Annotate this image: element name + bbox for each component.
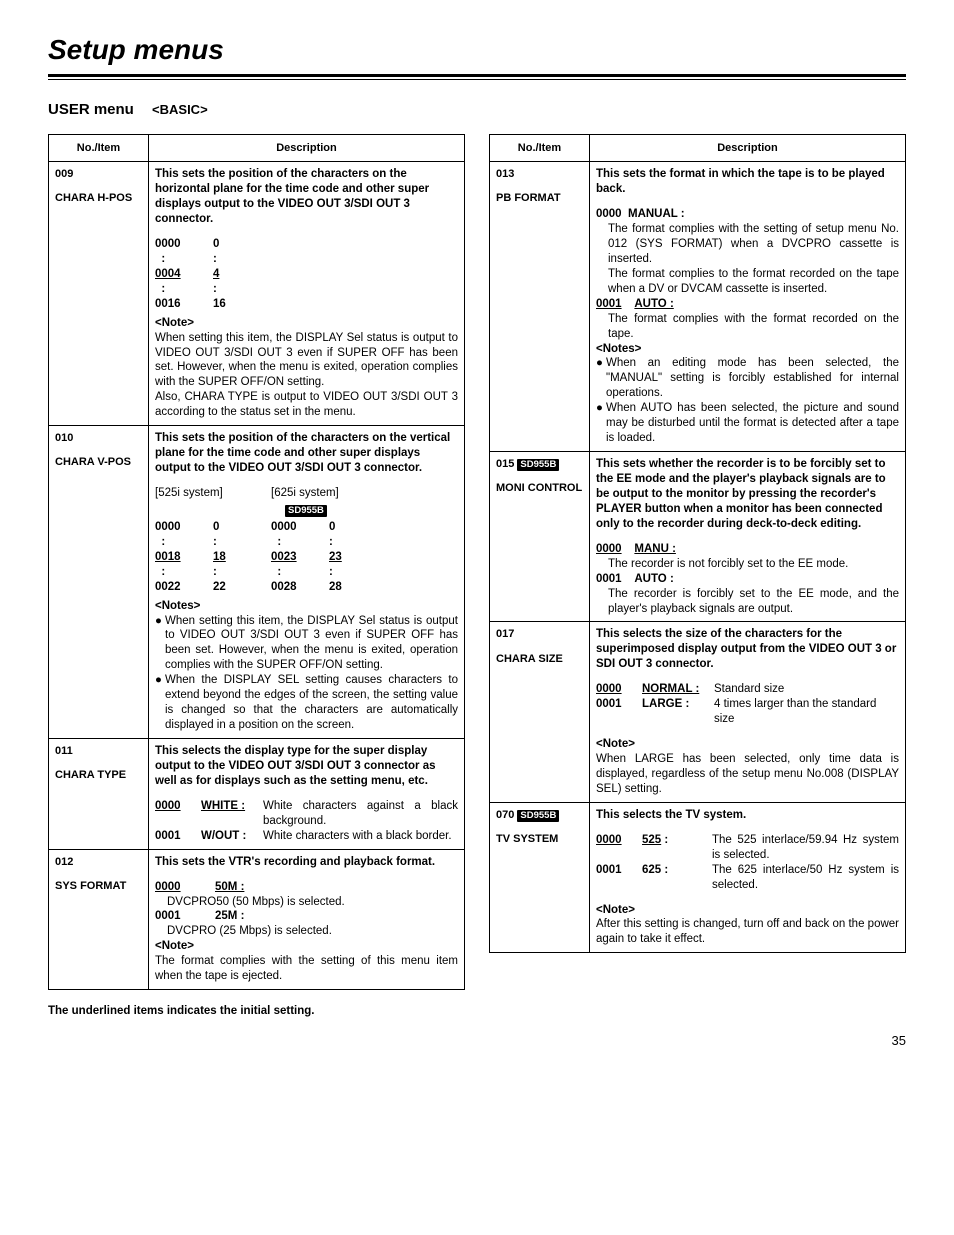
note-text: When LARGE has been selected, only time … <box>596 752 899 797</box>
page-title: Setup menus <box>48 32 906 68</box>
value-table: 00000 :: 00044 :: 001616 <box>155 237 458 312</box>
note-text: When setting this item, the DISPLAY Sel … <box>155 331 458 421</box>
item-num: 013 <box>496 167 583 181</box>
sd955b-tag: SD955B <box>517 810 559 822</box>
option: 0000525 :The 525 interlace/59.94 Hz syst… <box>596 833 899 863</box>
note-header: <Note> <box>155 316 458 331</box>
left-table: No./Item Description 009 CHARA H-POS Thi… <box>48 134 465 990</box>
section-heading-text: USER menu <box>48 101 134 118</box>
intro: This sets the format in which the tape i… <box>596 167 899 197</box>
intro: This selects the display type for the su… <box>155 744 458 789</box>
option-desc: DVCPRO (25 Mbps) is selected. <box>167 924 458 939</box>
sys-right: [625i system] <box>271 486 339 501</box>
item-cell: 010 CHARA V-POS <box>49 426 149 739</box>
desc-cell: This sets the position of the characters… <box>149 426 465 739</box>
item-num: 011 <box>55 744 142 758</box>
intro: This sets whether the recorder is to be … <box>596 457 899 532</box>
option-desc: DVCPRO50 (50 Mbps) is selected. <box>167 895 458 910</box>
item-cell: 011 CHARA TYPE <box>49 739 149 850</box>
option: 0001LARGE :4 times larger than the stand… <box>596 697 899 727</box>
desc-cell: This selects the TV system. 0000525 :The… <box>590 802 906 953</box>
left-column: No./Item Description 009 CHARA H-POS Thi… <box>48 134 465 1019</box>
sd955b-tag: SD955B <box>517 459 559 471</box>
table-row: 070 SD955B TV SYSTEM This selects the TV… <box>490 802 906 953</box>
table-row: 009 CHARA H-POS This sets the position o… <box>49 162 465 426</box>
bullet: ●When AUTO has been selected, the pictur… <box>596 401 899 446</box>
item-cell: 013 PB FORMAT <box>490 162 590 452</box>
columns: No./Item Description 009 CHARA H-POS Thi… <box>48 134 906 1019</box>
desc-cell: This selects the size of the characters … <box>590 622 906 802</box>
item-cell: 009 CHARA H-POS <box>49 162 149 426</box>
note-header: <Notes> <box>155 599 458 614</box>
desc-cell: This sets whether the recorder is to be … <box>590 452 906 622</box>
option-desc: The recorder is not forcibly set to the … <box>608 557 899 572</box>
option-desc: The format complies with the setting of … <box>608 222 899 267</box>
table-row: 012 SYS FORMAT This sets the VTR's recor… <box>49 849 465 990</box>
header-item: No./Item <box>490 134 590 161</box>
sys-left: [525i system] <box>155 486 271 501</box>
item-name: CHARA V-POS <box>55 455 142 469</box>
item-name: CHARA SIZE <box>496 652 583 666</box>
table-row: 013 PB FORMAT This sets the format in wh… <box>490 162 906 452</box>
header-desc: Description <box>590 134 906 161</box>
bullet: ●When setting this item, the DISPLAY Sel… <box>155 614 458 674</box>
item-num: 070 SD955B <box>496 808 583 822</box>
option: 0000WHITE :White characters against a bl… <box>155 799 458 829</box>
note-text: After this setting is changed, turn off … <box>596 917 899 947</box>
right-table: No./Item Description 013 PB FORMAT This … <box>489 134 906 953</box>
item-name: TV SYSTEM <box>496 832 583 846</box>
option: 0000NORMAL :Standard size <box>596 682 899 697</box>
table-row: 017 CHARA SIZE This selects the size of … <box>490 622 906 802</box>
desc-cell: This sets the VTR's recording and playba… <box>149 849 465 990</box>
option-desc: The recorder is forcibly set to the EE m… <box>608 587 899 617</box>
option: 0001625 :The 625 interlace/50 Hz system … <box>596 863 899 893</box>
note-header: <Note> <box>596 737 899 752</box>
item-name: CHARA TYPE <box>55 768 142 782</box>
intro: This sets the VTR's recording and playba… <box>155 855 458 870</box>
item-num: 010 <box>55 431 142 445</box>
right-column: No./Item Description 013 PB FORMAT This … <box>489 134 906 953</box>
note-header: <Note> <box>596 903 899 918</box>
desc-cell: This selects the display type for the su… <box>149 739 465 850</box>
note-header: <Note> <box>155 939 458 954</box>
item-num: 012 <box>55 855 142 869</box>
header-item: No./Item <box>49 134 149 161</box>
item-name: SYS FORMAT <box>55 879 142 893</box>
item-num: 017 <box>496 627 583 641</box>
table-row: 015 SD955B MONI CONTROL This sets whethe… <box>490 452 906 622</box>
intro: This sets the position of the characters… <box>155 431 458 476</box>
option: 0001W/OUT :White characters with a black… <box>155 829 458 844</box>
option-desc: The format complies to the format record… <box>608 267 899 297</box>
page-number: 35 <box>48 1033 906 1050</box>
item-name: CHARA H-POS <box>55 191 142 205</box>
item-cell: 015 SD955B MONI CONTROL <box>490 452 590 622</box>
footnote: The underlined items indicates the initi… <box>48 1004 465 1019</box>
basic-tag: <BASIC> <box>152 102 208 117</box>
intro: This selects the TV system. <box>596 808 899 823</box>
intro: This selects the size of the characters … <box>596 627 899 672</box>
desc-cell: This sets the position of the characters… <box>149 162 465 426</box>
item-num: 015 SD955B <box>496 457 583 471</box>
item-cell: 012 SYS FORMAT <box>49 849 149 990</box>
intro: This sets the position of the characters… <box>155 167 458 227</box>
note-text: The format complies with the setting of … <box>155 954 458 984</box>
option-desc: The format complies with the format reco… <box>608 312 899 342</box>
item-name: PB FORMAT <box>496 191 583 205</box>
section-heading: USER menu <BASIC> <box>48 100 906 120</box>
title-rule <box>48 74 906 80</box>
note-header: <Notes> <box>596 342 899 357</box>
bullet: ●When the DISPLAY SEL setting causes cha… <box>155 673 458 733</box>
item-cell: 070 SD955B TV SYSTEM <box>490 802 590 953</box>
bullet: ●When an editing mode has been selected,… <box>596 356 899 401</box>
item-name: MONI CONTROL <box>496 481 583 495</box>
sd955b-tag: SD955B <box>285 505 327 517</box>
value-table: 0000000000 :: :: 001818002323 :: :: 0022… <box>155 520 458 595</box>
item-cell: 017 CHARA SIZE <box>490 622 590 802</box>
table-row: 011 CHARA TYPE This selects the display … <box>49 739 465 850</box>
header-desc: Description <box>149 134 465 161</box>
item-num: 009 <box>55 167 142 181</box>
table-row: 010 CHARA V-POS This sets the position o… <box>49 426 465 739</box>
desc-cell: This sets the format in which the tape i… <box>590 162 906 452</box>
